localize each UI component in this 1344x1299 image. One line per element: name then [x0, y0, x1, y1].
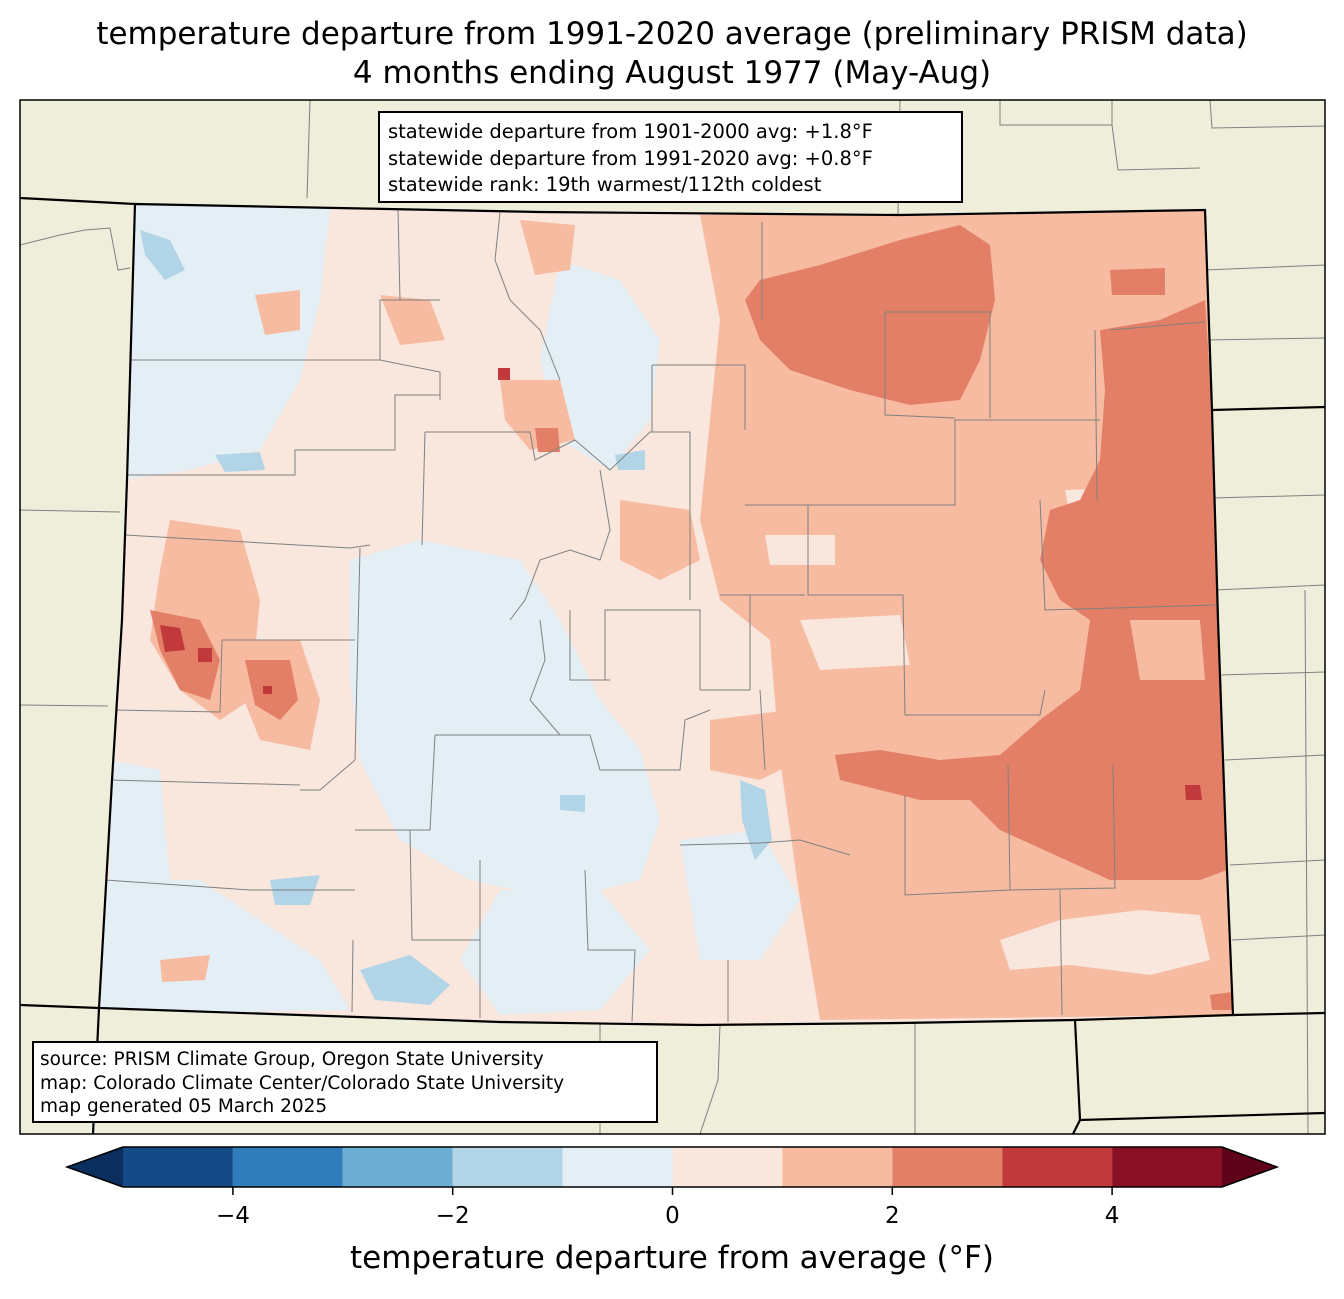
colorbar-bin: [562, 1147, 673, 1187]
colorbar-bin: [1112, 1147, 1222, 1187]
colorbar-bin: [123, 1147, 233, 1187]
colorbar-outline: [64, 1146, 1280, 1188]
colorbar-bin: [1002, 1147, 1113, 1187]
colorbar-tick-label: 2: [884, 1203, 900, 1229]
colorbar-over-arrow: [1222, 1147, 1277, 1187]
colorbar-tick-label: 0: [665, 1203, 680, 1229]
colorbar-under-arrow: [67, 1147, 123, 1187]
colorbar-bin: [232, 1147, 343, 1187]
source-box: source: PRISM Climate Group, Oregon Stat…: [32, 1041, 658, 1123]
source-line: source: PRISM Climate Group, Oregon Stat…: [40, 1049, 544, 1070]
colorbar-bin: [452, 1147, 563, 1187]
colorbar-bin: [342, 1147, 453, 1187]
colorbar-label: temperature departure from average (°F): [350, 1240, 994, 1276]
colorbar-bin: [672, 1147, 783, 1187]
colorbar-bin: [892, 1147, 1003, 1187]
map-frame: [19, 99, 1326, 1135]
colorbar-tick-label: −2: [435, 1203, 470, 1229]
stats-rank: statewide rank: 19th warmest/112th colde…: [388, 173, 822, 196]
colorbar-bin: [782, 1147, 893, 1187]
stats-departure-1991-2020: statewide departure from 1991-2020 avg: …: [388, 146, 873, 170]
map-subtitle: 4 months ending August 1977 (May-Aug): [352, 55, 992, 91]
colorbar: [64, 1146, 1280, 1195]
stats-departure-1901-2000: statewide departure from 1901-2000 avg: …: [388, 120, 873, 143]
colorbar-tick-label: 4: [1104, 1203, 1120, 1229]
map-title: temperature departure from 1991-2020 ave…: [96, 16, 1248, 52]
map-credit-line: map: Colorado Climate Center/Colorado St…: [40, 1072, 565, 1094]
statewide-stats-box: statewide departure from 1901-2000 avg: …: [378, 111, 963, 203]
county-lines: [104, 209, 1216, 1023]
generated-date-line: map generated 05 March 2025: [40, 1096, 328, 1117]
temperature-departure-field: [99, 204, 1233, 1025]
colorbar-tick-label: −4: [215, 1203, 250, 1229]
